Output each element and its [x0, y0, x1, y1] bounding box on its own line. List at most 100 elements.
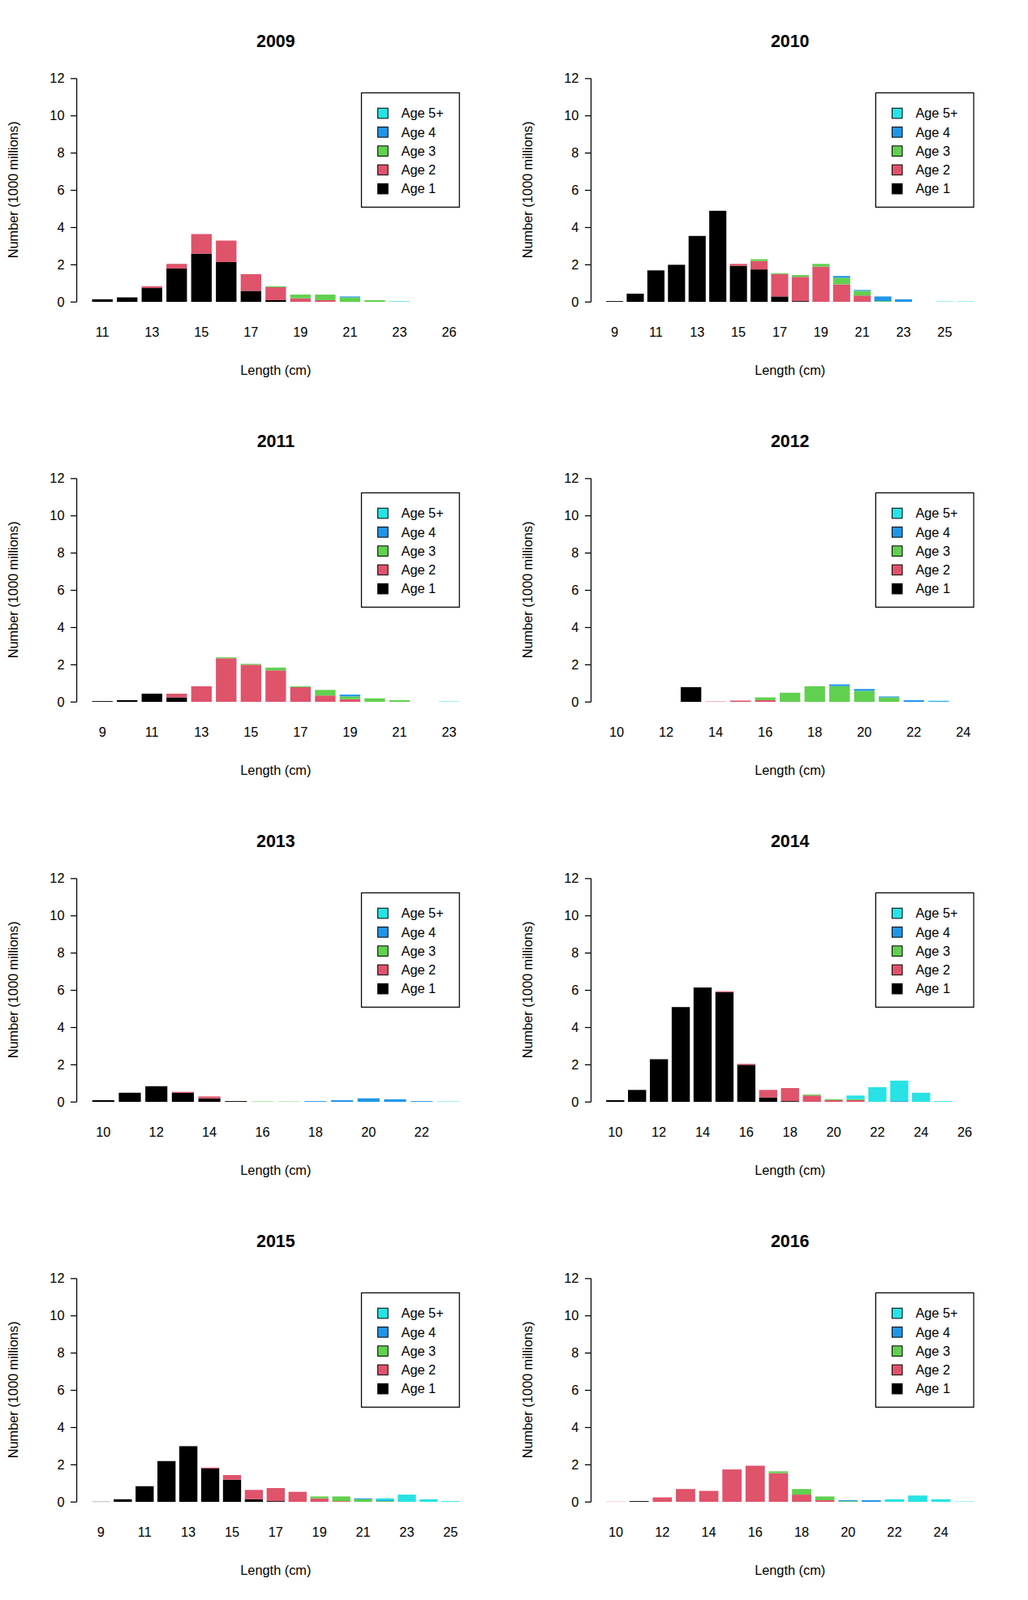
legend-label: Age 3 [401, 1343, 437, 1359]
bar-segment [410, 1101, 433, 1102]
legend-label: Age 3 [915, 543, 951, 559]
bar-segment [853, 295, 871, 302]
y-tick-label: 10 [49, 507, 65, 523]
x-tick-label: 24 [913, 1124, 929, 1140]
legend-label: Age 1 [401, 980, 437, 996]
bar-segment [928, 701, 949, 703]
x-tick-label: 26 [441, 324, 456, 340]
bar-segment [838, 1499, 858, 1501]
bar-segment [627, 1089, 646, 1091]
x-axis-label: Length (cm) [754, 1562, 826, 1578]
bars [91, 1445, 460, 1502]
bar-segment [693, 986, 712, 988]
legend-label: Age 1 [401, 580, 437, 596]
y-tick-label: 4 [56, 219, 65, 235]
x-axis-label: Length (cm) [240, 762, 311, 778]
bar-segment [141, 692, 163, 694]
bar-segment [157, 1460, 176, 1462]
bar-segment [928, 701, 949, 703]
legend-swatch [378, 1364, 389, 1376]
legend: Age 5+Age 4Age 3Age 2Age 1 [361, 892, 460, 1007]
y-tick [584, 952, 592, 954]
x-tick-label: 23 [399, 1524, 414, 1540]
y-axis-label: Number (1000 millions) [520, 121, 535, 259]
bar-segment [92, 700, 113, 702]
bar-segment [265, 670, 286, 702]
y-tick-label: 6 [571, 982, 579, 998]
bar-segment [141, 288, 163, 302]
bar-segment [157, 1461, 176, 1502]
y-tick-label: 8 [571, 1345, 579, 1360]
bar-segment [936, 301, 954, 303]
legend: Age 5+Age 4Age 3Age 2Age 1 [875, 492, 974, 607]
bar-segment [688, 235, 706, 237]
bar-segment [166, 693, 187, 698]
bar-segment [310, 1496, 329, 1497]
bar-segment [179, 1445, 198, 1447]
bar-segment [410, 1101, 433, 1103]
bar-segment [631, 701, 652, 703]
x-tick-label: 20 [840, 1524, 856, 1540]
bar-segment [688, 236, 706, 302]
bar-segment [91, 1501, 110, 1502]
bar-segment [737, 1063, 756, 1065]
bar-segment [224, 1100, 247, 1102]
bar-segment [240, 290, 262, 302]
x-tick-label: 10 [608, 1524, 624, 1540]
x-tick-label: 20 [856, 724, 872, 740]
legend-swatch [378, 164, 389, 176]
bar-segment [304, 1101, 327, 1103]
legend-label: Age 2 [915, 562, 951, 577]
bar-segment [709, 210, 727, 211]
bar-segment [383, 1098, 406, 1100]
bar-segment [310, 1496, 329, 1498]
y-tick [70, 1464, 78, 1466]
bar-segment [266, 1487, 285, 1489]
bar-segment [266, 1501, 285, 1502]
bar-segment [413, 301, 435, 303]
bar-segment [730, 700, 751, 702]
y-tick [70, 1101, 78, 1103]
bars [92, 657, 461, 702]
bar-segment [331, 1496, 350, 1497]
x-tick-label: 9 [97, 1524, 105, 1540]
bar-segment [172, 1091, 194, 1093]
bar-segment [737, 1064, 756, 1102]
bar-segment [116, 699, 138, 701]
bar-segment [680, 686, 702, 688]
bar-segment [240, 273, 262, 275]
bar-segment [265, 300, 286, 302]
bar-segment [339, 696, 361, 699]
bar-segment [705, 701, 726, 702]
bar-segment [853, 289, 871, 291]
bar-segment [223, 1474, 241, 1476]
bar-segment [413, 301, 435, 303]
legend-box [875, 492, 974, 607]
bar-segment [240, 273, 262, 275]
bar-segment [829, 686, 850, 703]
bar-segment [667, 264, 685, 266]
bar-segment [157, 1460, 176, 1462]
x-tick-label: 12 [658, 724, 674, 740]
bar-segment [838, 1501, 858, 1503]
bar-segment [675, 1488, 696, 1490]
bar-segment [606, 300, 624, 302]
bar-segment [730, 700, 751, 702]
bar-segment [198, 1096, 221, 1097]
bar-segment [314, 689, 336, 691]
y-tick [584, 1501, 592, 1503]
x-tick-label: 19 [312, 1524, 327, 1540]
bar-segment [145, 1085, 168, 1087]
legend-label: Age 2 [915, 1362, 951, 1377]
bar-segment [627, 1089, 646, 1102]
bar-segment [157, 1460, 176, 1462]
bar-segment [838, 1501, 858, 1502]
bar-segment [833, 277, 851, 284]
bar-segment [812, 263, 830, 267]
y-tick-label: 12 [563, 1270, 579, 1286]
bar-segment [647, 270, 665, 271]
bar-segment [705, 701, 726, 702]
bar-segment [304, 1101, 327, 1103]
x-tick-label: 23 [895, 324, 911, 340]
bar-segment [755, 696, 776, 698]
